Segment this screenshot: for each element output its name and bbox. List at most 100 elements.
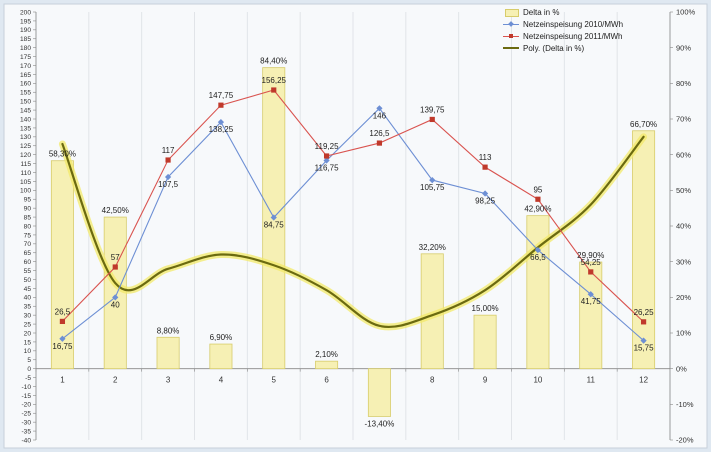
series-label-1: 126,5	[369, 129, 390, 138]
marker-2011	[112, 264, 118, 270]
series-label-0: 107,5	[158, 180, 179, 189]
series-label-1: 54,25	[581, 258, 602, 267]
y-tick-label: 95	[24, 197, 32, 204]
y-tick-label: -20	[21, 402, 31, 409]
y-tick-label: 195	[20, 18, 31, 25]
legend-item-2010: Netzeinspeisung 2010/MWh	[503, 18, 703, 30]
series-label-0: 116,75	[315, 163, 339, 172]
y-tick-label: 55	[24, 268, 32, 275]
delta-bar	[632, 130, 656, 370]
y-tick-label: 80	[24, 223, 32, 230]
marker-2011	[588, 269, 594, 275]
y-tick-label: 30	[24, 313, 32, 320]
marker-2011	[482, 164, 488, 170]
y2-tick-label: 70%	[676, 115, 691, 124]
series-label-1: 95	[533, 185, 542, 194]
y-tick-label: 35	[24, 304, 32, 311]
series-label-1: 113	[479, 153, 492, 162]
delta-label: 84,40%	[260, 57, 287, 66]
y2-tick-label: 20%	[676, 293, 691, 302]
series-label-0: 105,75	[420, 183, 445, 192]
y-tick-label: 15	[24, 339, 32, 346]
delta-label: 66,70%	[630, 120, 657, 129]
y-tick-label: -5	[25, 375, 31, 382]
y2-tick-label: 90%	[676, 43, 691, 52]
y-tick-label: -10	[21, 384, 31, 391]
y-tick-label: 20	[24, 330, 32, 337]
y-tick-label: 5	[27, 357, 31, 364]
y-tick-label: 85	[24, 214, 32, 221]
delta-label: 58,30%	[49, 150, 76, 159]
trendline	[61, 135, 645, 328]
y-tick-label: 40	[24, 295, 32, 302]
y-tick-label: 100	[20, 188, 31, 195]
y-tick-label: 160	[20, 81, 31, 88]
x-tick-label: 2	[113, 376, 118, 385]
series-line-1	[62, 89, 644, 323]
y-tick-label: 50	[24, 277, 32, 284]
marker-2010	[59, 335, 66, 342]
y-tick-label: 120	[20, 152, 31, 159]
delta-label: 42,90%	[524, 205, 551, 214]
series-line-0	[62, 107, 644, 341]
y-tick-label: 140	[20, 116, 31, 123]
y-tick-label: 190	[20, 27, 31, 34]
y2-tick-label: 100%	[676, 8, 696, 17]
y-tick-label: -25	[21, 411, 31, 418]
y-tick-label: 200	[20, 9, 31, 16]
x-tick-label: 10	[533, 376, 542, 385]
delta-bar	[209, 343, 233, 370]
y-tick-label: 185	[20, 36, 31, 43]
y-tick-label: 70	[24, 241, 32, 248]
y-tick-label: -35	[21, 428, 31, 435]
legend: Delta in % Netzeinspeisung 2010/MWh Netz…	[503, 6, 703, 54]
y-tick-label: 25	[24, 321, 32, 328]
legend-label-2010: Netzeinspeisung 2010/MWh	[523, 19, 624, 29]
y-tick-label: 0	[27, 366, 31, 373]
delta-bar	[156, 336, 180, 370]
legend-item-poly: Poly. (Delta in %)	[503, 42, 703, 54]
y-tick-label: 115	[20, 161, 31, 168]
y-tick-label: 90	[24, 206, 32, 213]
y-tick-label: 155	[20, 90, 31, 97]
delta-bar	[473, 314, 497, 370]
legend-line-2011-swatch	[503, 31, 519, 41]
x-tick-label: 9	[483, 376, 488, 385]
series-label-1: 139,75	[420, 105, 445, 114]
legend-label-poly: Poly. (Delta in %)	[523, 43, 585, 53]
y-tick-label: -40	[21, 437, 31, 444]
y-tick-label: 165	[20, 72, 31, 79]
delta-bars	[50, 67, 656, 417]
y2-tick-label: 10%	[676, 329, 691, 338]
x-tick-label: 5	[272, 376, 277, 385]
y2-tick-label: 60%	[676, 150, 691, 159]
legend-line-2010-swatch	[503, 19, 519, 29]
delta-label: 2,10%	[315, 350, 338, 359]
delta-bar	[579, 261, 603, 370]
series-label-1: 26,25	[634, 308, 655, 317]
delta-bar	[50, 160, 74, 370]
poly-trendline	[58, 133, 648, 331]
y-tick-label: 60	[24, 259, 32, 266]
series-label-0: 15,75	[634, 344, 655, 353]
series-label-0: 146	[373, 111, 387, 120]
y-tick-label: 180	[20, 45, 31, 52]
y-tick-label: 65	[24, 250, 32, 257]
y-tick-label: 145	[20, 107, 31, 114]
series-label-0: 98,25	[475, 196, 496, 205]
y-tick-label: 45	[24, 286, 32, 293]
series-label-0: 138,25	[209, 125, 234, 134]
x-tick-label: 3	[166, 376, 171, 385]
series-label-1: 57	[111, 253, 120, 262]
y-tick-label: -15	[21, 393, 31, 400]
y-axis-right: -20% -10% 0% 10% 20% 30% 40% 50% 60% 70% 80% 90% 100…	[669, 8, 696, 445]
series-label-0: 66,5	[530, 253, 546, 262]
y2-tick-label: -10%	[676, 400, 694, 409]
y2-tick-label: 0%	[676, 364, 687, 373]
y-tick-label: 130	[20, 134, 31, 141]
delta-label: 29,90%	[577, 251, 604, 260]
y2-tick-label: 40%	[676, 222, 691, 231]
data-labels: 58,30% 42,50% 8,80% 6,90% 84,40% 2,10% -13,40%…	[49, 57, 657, 429]
